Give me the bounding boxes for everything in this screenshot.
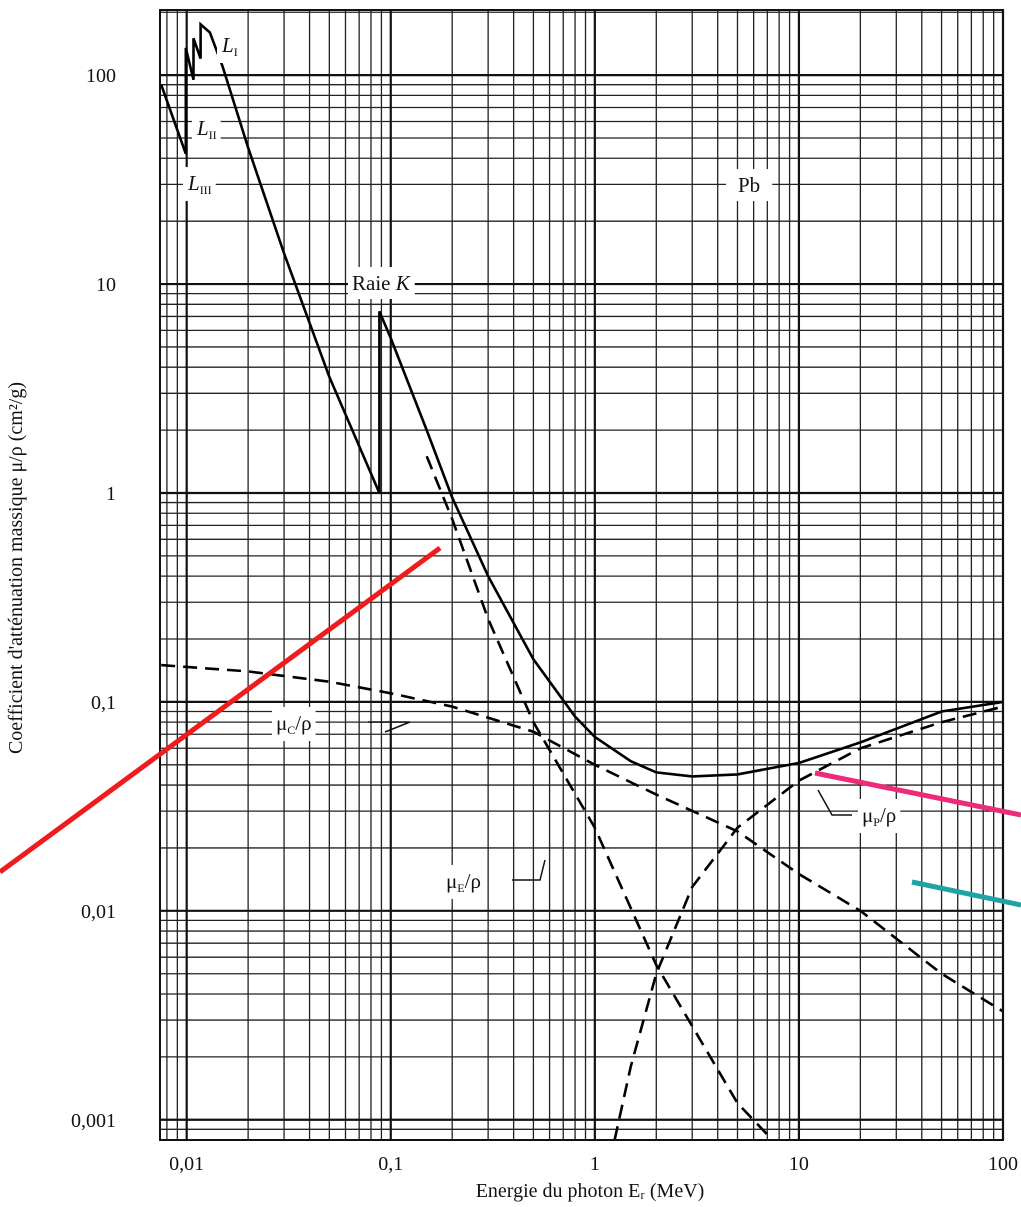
annotation-bg	[442, 865, 485, 899]
annotation: μP/ρ	[858, 799, 901, 833]
leader-line	[512, 859, 546, 881]
annotation-sub: III	[200, 183, 212, 197]
series-line	[613, 705, 1003, 1140]
annotation-sub: E	[457, 881, 464, 895]
annotation: μE/ρ	[442, 865, 485, 899]
series-line	[425, 455, 769, 1136]
annotation-italic: K	[395, 271, 411, 295]
annotation-bg	[348, 267, 415, 299]
x-tick-label: 1	[590, 1153, 600, 1175]
x-tick-label: 0,1	[378, 1153, 403, 1175]
grid	[160, 10, 1005, 1140]
annotation-base: L	[187, 171, 200, 195]
leader-line	[368, 721, 411, 733]
annotation-bg	[183, 167, 216, 201]
red-marker-line	[0, 545, 442, 875]
annotation-text: μE/ρ	[446, 869, 481, 895]
annotation-base: μ	[276, 711, 287, 735]
curves	[160, 21, 1003, 1140]
annotation-bg	[272, 707, 316, 741]
annotation-text: μC/ρ	[276, 711, 312, 737]
annotation-base: μ	[862, 803, 873, 827]
pink-marker-line	[814, 770, 1021, 818]
annotation: Raie K	[348, 267, 415, 299]
x-tick-label: 100	[988, 1153, 1018, 1175]
annotation-text: LI	[221, 33, 238, 59]
annotation-tail: /ρ	[295, 711, 311, 735]
annotation: LIII	[183, 167, 216, 201]
annotation-tail: /ρ	[465, 869, 481, 893]
y-tick-label: 100	[86, 65, 116, 87]
annotation-base: L	[196, 116, 209, 140]
x-tick-label: 0,01	[169, 1153, 204, 1175]
teal-marker-line	[911, 879, 1021, 908]
annotation: LII	[192, 112, 221, 146]
annotation-bg	[726, 169, 773, 201]
annotation-text: Raie K	[352, 271, 411, 295]
x-axis-label: Energie du photon Eᵣ (MeV)	[476, 1180, 705, 1202]
series-line	[161, 663, 1003, 1013]
annotation-base: μ	[446, 869, 457, 893]
series-line	[160, 21, 1003, 778]
y-tick-label: 1	[106, 483, 116, 505]
y-axis-label: Coefficient d'atténuation massique μ/ρ (…	[5, 382, 27, 754]
annotation-base: Pb	[738, 173, 760, 197]
annotation-sub: II	[209, 128, 217, 142]
annotation-sub: I	[234, 45, 238, 59]
y-tick-label: 0,1	[91, 692, 116, 714]
annotation-sub: P	[873, 815, 880, 829]
annotation: μC/ρ	[272, 707, 316, 741]
y-tick-label: 0,001	[71, 1110, 116, 1132]
annotation-bg	[858, 799, 901, 833]
leader-line	[817, 789, 852, 816]
annotation: Pb	[726, 169, 773, 201]
annotation-text: μP/ρ	[862, 803, 896, 829]
x-tick-label: 10	[789, 1153, 809, 1175]
y-tick-label: 10	[96, 274, 116, 296]
annotation-text: LIII	[187, 171, 212, 197]
annotation-bg	[192, 112, 221, 146]
annotation-tail: /ρ	[880, 803, 896, 827]
annotation-base: L	[221, 33, 234, 57]
plot-frame	[159, 9, 1004, 1141]
annotation-bg	[217, 29, 242, 63]
annotation: LI	[217, 29, 242, 63]
labels: 0,01 0,1 1 10 1000,0010,010,1110100LILIILIII…	[71, 29, 1018, 1175]
annotation-sub: C	[287, 723, 295, 737]
y-tick-label: 0,01	[81, 901, 116, 923]
annotation-base: Raie	[352, 271, 396, 295]
annotation-text: Pb	[738, 173, 760, 197]
annotation-text: LII	[196, 116, 217, 142]
